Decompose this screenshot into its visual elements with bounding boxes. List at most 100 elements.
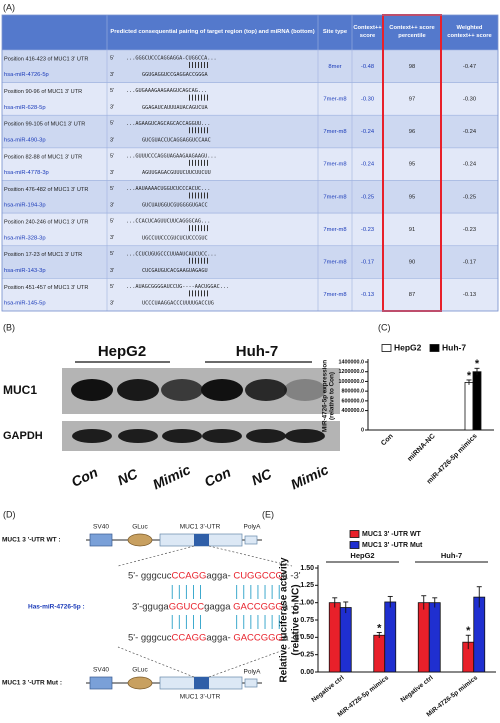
header-text: Context++ score: [353, 25, 382, 39]
pairing-bars: [188, 159, 210, 166]
element-label: SV40: [93, 667, 109, 674]
target-sequence: ...AAUAAAACUGGUCUCCCACUC...: [126, 186, 210, 192]
bar: [428, 602, 441, 673]
target-region: Position 476-482 of MUC1 3' UTR: [4, 187, 88, 193]
polya-box: [244, 535, 258, 545]
sv40-box: [89, 533, 113, 547]
target-region: Position 451-457 of MUC1 3' UTR: [4, 285, 88, 291]
target-sequence: ...AUAGCGGGGAUCCUG----AACUGGAC...: [126, 284, 229, 290]
table-row: [1, 147, 499, 181]
percentile: 98: [409, 64, 415, 70]
table-row: [1, 114, 499, 149]
site-type: 7mer-m8: [323, 292, 346, 298]
y-tick-label: 0.00: [300, 669, 314, 676]
blot-band: [71, 379, 113, 401]
table-row: [1, 49, 499, 83]
pairing-bars: [188, 62, 210, 68]
y-tick-label: 1.00: [300, 600, 314, 607]
context-score: -0.17: [361, 260, 374, 266]
site-type: 8mer: [328, 64, 341, 70]
mirna-name: hsa-miR-4778-3p: [4, 170, 49, 176]
blot-band: [285, 429, 325, 443]
prime-label: 5': [110, 219, 114, 225]
group-label: Huh-7: [441, 551, 462, 560]
element-label: SV40: [93, 524, 109, 531]
mirna-name: hsa-miR-628-5p: [4, 105, 46, 111]
blot-band: [117, 379, 159, 401]
mirna-name: hsa-miR-328-3p: [4, 235, 46, 241]
prime-label: 5': [110, 121, 114, 127]
pairing-bars: [188, 257, 210, 264]
header-cell: Context++ score: [353, 25, 382, 39]
panel-label: (A): [3, 2, 15, 12]
y-tick-label: 800000.0: [342, 389, 364, 395]
header-text: Predicted consequential pairing of targe…: [110, 28, 315, 35]
bar: [339, 607, 352, 673]
y-tick-label: 1.50: [300, 565, 314, 572]
mirna-sequence: UGCCUUCCCGUCUCUCCCGUC: [142, 235, 208, 241]
sequence-segment: GACCGGG: [233, 633, 283, 644]
y-tick-label: 1400000.0: [339, 359, 364, 365]
prime-label: 5': [110, 88, 114, 94]
prime-label: 5': [110, 153, 114, 159]
element-label: PolyA: [244, 669, 262, 676]
table-border: [1, 14, 499, 312]
lane-label: Con: [69, 464, 100, 490]
significance-mark: *: [377, 622, 382, 634]
mirna-sequence: GUCUAUGGUCGUGGGGUGACC: [142, 203, 208, 209]
mirna-name: hsa-miR-145-5p: [4, 301, 46, 307]
sequence-segment: CUGGCCC: [233, 571, 282, 582]
sequence-segment: a -3': [283, 633, 301, 644]
lane-label: NC: [249, 465, 275, 488]
legend-swatch: [349, 541, 360, 549]
weighted-score: -0.24: [463, 129, 477, 135]
sequence-segment: a -5': [283, 602, 301, 613]
header-text: Site type: [322, 28, 348, 35]
y-tick-label: 1.25: [300, 582, 314, 589]
header-row: [2, 15, 498, 50]
prime-label: 3': [110, 170, 114, 176]
target-region: Position 416-423 of MUC1 3' UTR: [4, 56, 88, 62]
target-region: Position 90-96 of MUC1 3' UTR: [4, 89, 82, 95]
percentile: 90: [409, 260, 415, 266]
context-score: -0.24: [361, 129, 375, 135]
x-tick-label: miR-4726-5p mimics: [426, 433, 479, 486]
pairing-bars: [188, 94, 210, 101]
protein-label: GAPDH: [3, 430, 43, 442]
cell-line-label: HepG2: [98, 343, 146, 360]
blot-band: [246, 429, 286, 443]
legend-label: HepG2: [394, 342, 422, 352]
target-site: [194, 677, 209, 689]
prime-label: 3': [110, 203, 114, 209]
lane-label: Con: [202, 464, 233, 490]
x-tick-label: Negative ctrl: [399, 674, 434, 704]
lane-label: Mimic: [150, 461, 193, 492]
percentile: 95: [409, 194, 415, 200]
header-text: Context++ score percentile: [389, 25, 435, 39]
legend-label: MUC1 3' -UTR Mut: [362, 542, 423, 549]
mirna-name: hsa-miR-143-3p: [4, 268, 46, 274]
site-type: 7mer-m8: [323, 194, 346, 200]
context-score: -0.24: [361, 162, 375, 168]
percentile: 96: [409, 129, 415, 135]
legend-swatch: [381, 344, 392, 352]
bar: [473, 596, 486, 673]
y-axis-title: Relative luciferase activity: [279, 557, 290, 683]
y-tick-label: 0: [361, 427, 364, 433]
mirna-sequence: GGUGAGGUCCGAGGACCGGGA: [142, 72, 208, 78]
site-type: 7mer-m8: [323, 227, 346, 233]
target-site: [194, 534, 209, 546]
element-label: GLuc: [132, 524, 148, 531]
mirna-sequence: CUCGAUGUCACGAAGUAGAGU: [142, 268, 208, 274]
sv40-box: [89, 676, 113, 690]
x-tick-label: miRNA-NC: [406, 433, 436, 463]
context-score: -0.13: [361, 292, 374, 298]
prime-label: 3': [110, 235, 114, 241]
mirna-sequence: GGAGAUCAUUUAUACAGUCUA: [142, 105, 208, 111]
sequence-segment: a -3': [282, 571, 300, 582]
prime-label: 5': [110, 251, 114, 257]
y-tick-label: 0.50: [300, 634, 314, 641]
table-row: [1, 82, 499, 116]
sequence-segment: agga-: [206, 571, 233, 582]
